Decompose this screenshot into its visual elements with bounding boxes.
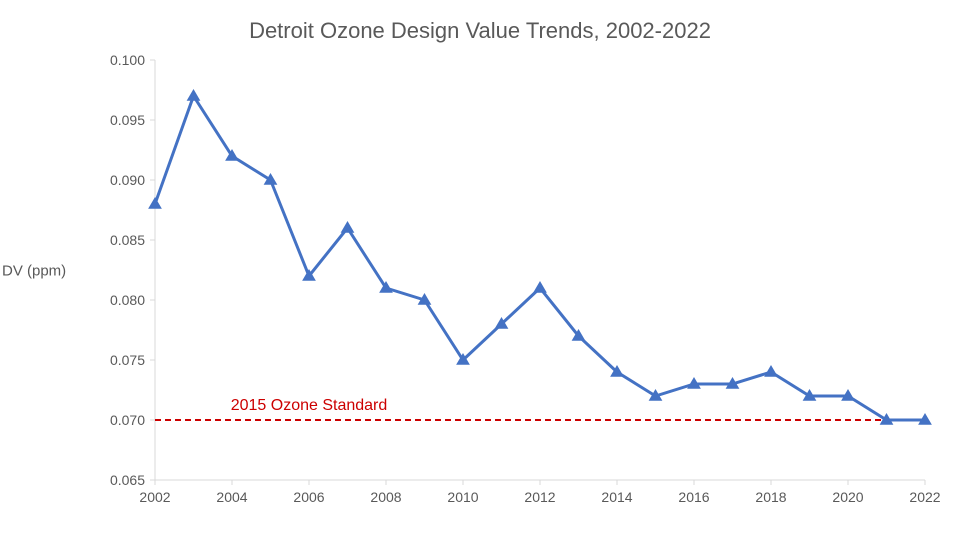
ozone-marker bbox=[188, 90, 200, 100]
x-tick-label: 2006 bbox=[293, 489, 324, 505]
chart-svg: 0.065 0.070 0.075 0.080 0.085 0.090 0.095 0.100… bbox=[0, 0, 960, 542]
x-tick-label: 2008 bbox=[370, 489, 401, 505]
y-tick-label: 0.085 bbox=[110, 232, 145, 248]
ozone-marker bbox=[342, 222, 354, 232]
y-tick-label: 0.065 bbox=[110, 472, 145, 488]
x-tick-label: 2014 bbox=[601, 489, 632, 505]
x-tick-label: 2022 bbox=[909, 489, 940, 505]
x-tick-label: 2016 bbox=[678, 489, 709, 505]
x-tick-label: 2012 bbox=[524, 489, 555, 505]
y-tick-label: 0.090 bbox=[110, 172, 145, 188]
y-tick-label: 0.080 bbox=[110, 292, 145, 308]
y-tick-label: 0.075 bbox=[110, 352, 145, 368]
y-tick-label: 0.070 bbox=[110, 412, 145, 428]
ozone-marker bbox=[149, 198, 161, 208]
y-tick-label: 0.100 bbox=[110, 52, 145, 68]
x-tick-label: 2020 bbox=[832, 489, 863, 505]
x-tick-label: 2010 bbox=[447, 489, 478, 505]
x-tick-label: 2004 bbox=[216, 489, 247, 505]
ozone-marker bbox=[534, 282, 546, 292]
x-tick-label: 2018 bbox=[755, 489, 786, 505]
ozone-series-line bbox=[155, 96, 925, 420]
y-tick-label: 0.095 bbox=[110, 112, 145, 128]
x-tick-label: 2002 bbox=[139, 489, 170, 505]
ozone-chart: Detroit Ozone Design Value Trends, 2002-… bbox=[0, 0, 960, 542]
ozone-standard-label: 2015 Ozone Standard bbox=[231, 397, 388, 414]
ozone-marker bbox=[765, 366, 777, 376]
